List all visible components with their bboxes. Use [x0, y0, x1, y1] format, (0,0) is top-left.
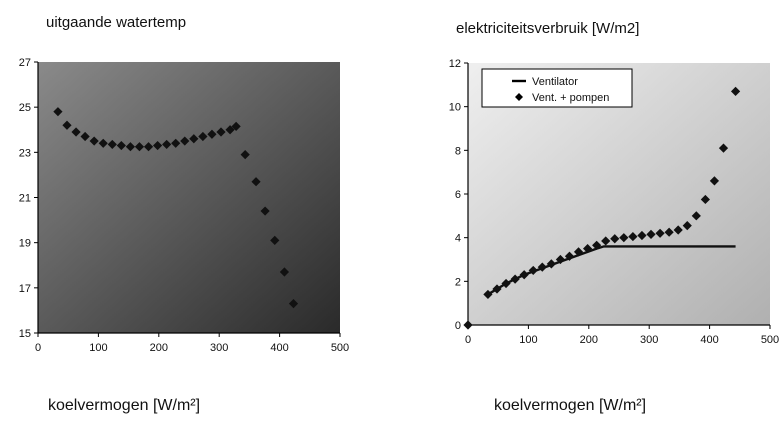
data-point	[288, 299, 299, 309]
y-tick-label: 21	[19, 193, 31, 205]
data-point	[270, 235, 280, 246]
plot-area	[38, 62, 340, 333]
data-point	[71, 127, 81, 137]
data-point	[143, 142, 154, 152]
chart-2-title: elektriciteitsverbruik [W/m2]	[456, 20, 640, 37]
x-tick-label: 300	[210, 342, 228, 354]
data-point	[162, 139, 172, 150]
x-tick-label: 0	[35, 342, 41, 354]
y-tick-label: 25	[19, 102, 31, 114]
x-tick-label: 400	[270, 342, 288, 354]
data-point	[116, 140, 126, 151]
data-point	[240, 149, 250, 160]
y-tick-label: 15	[19, 328, 31, 340]
data-point	[53, 107, 63, 117]
data-point	[152, 140, 163, 151]
y-tick-label: 27	[19, 57, 31, 69]
chart-2-xlabel: koelvermogen [W/m²]	[494, 397, 647, 414]
data-point	[198, 131, 208, 142]
data-point	[251, 177, 261, 187]
data-point	[260, 206, 270, 216]
data-point	[171, 138, 181, 148]
chart-1-xlabel: koelvermogen [W/m²]	[48, 397, 201, 414]
y-tick-label: 17	[19, 283, 31, 295]
data-point	[134, 142, 145, 152]
data-point	[80, 131, 90, 142]
data-point	[231, 121, 241, 131]
data-point	[189, 134, 199, 144]
y-tick-label: 23	[19, 147, 31, 159]
data-point	[216, 127, 226, 137]
data-point	[107, 139, 117, 150]
data-point	[207, 129, 217, 139]
data-point	[62, 120, 72, 130]
x-tick-label: 500	[331, 342, 349, 354]
data-point	[279, 267, 290, 277]
data-point	[98, 138, 108, 148]
x-tick-label: 200	[150, 342, 168, 354]
x-tick-label: 100	[89, 342, 107, 354]
y-tick-label: 19	[19, 238, 31, 250]
data-point	[180, 136, 190, 146]
data-point	[225, 125, 235, 135]
data-point	[89, 136, 99, 146]
data-point	[125, 142, 136, 152]
chart-1-title: uitgaande watertemp	[46, 14, 187, 31]
